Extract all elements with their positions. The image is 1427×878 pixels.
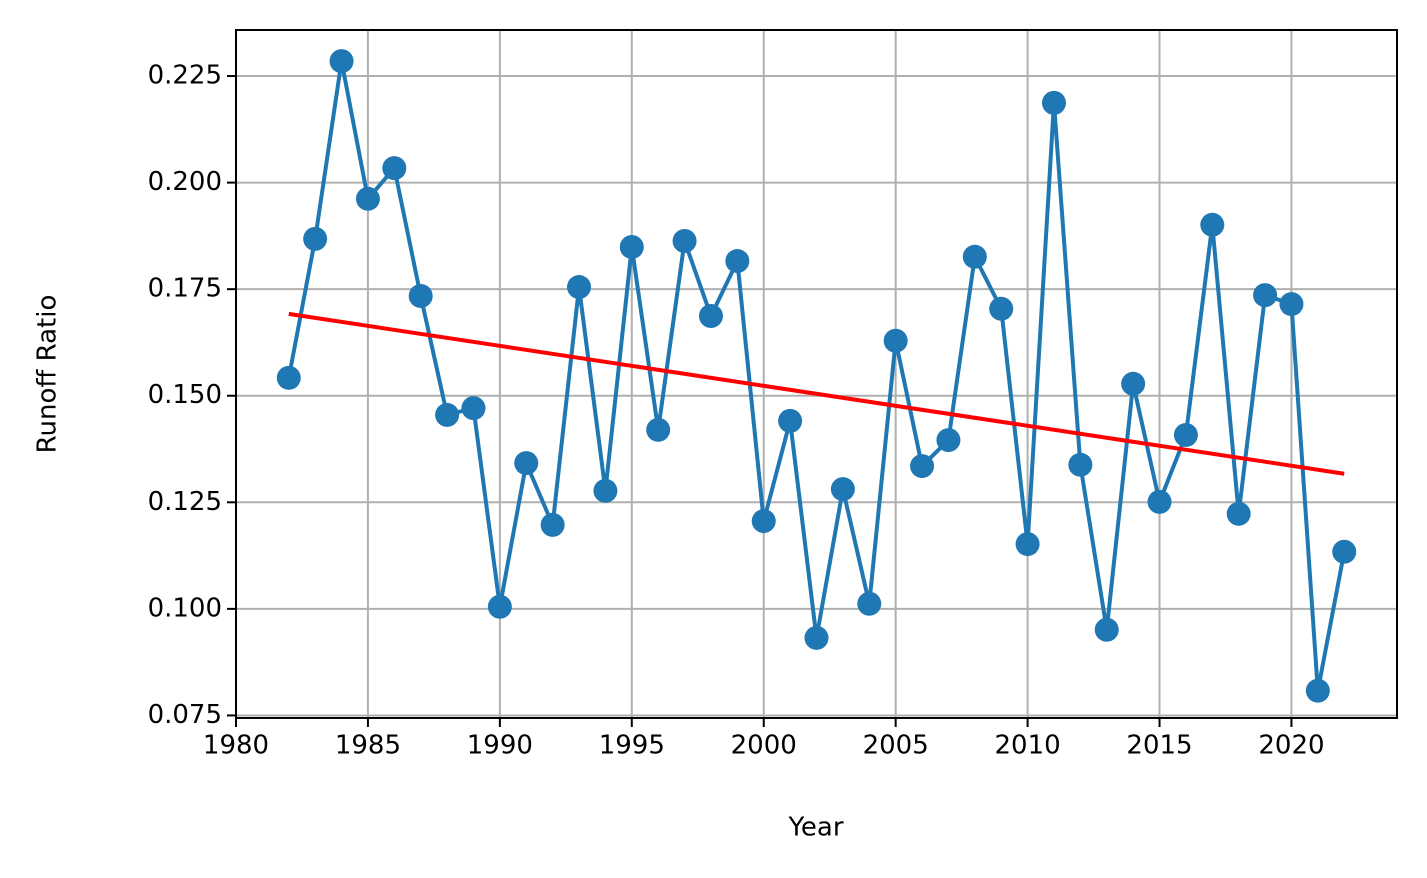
y-tick-label: 0.075 <box>148 700 222 730</box>
data-point <box>1147 489 1172 514</box>
data-point <box>567 275 592 300</box>
data-point <box>540 512 565 537</box>
data-point <box>487 594 512 619</box>
data-point <box>672 229 697 254</box>
y-axis-label: Runoff Ratio <box>33 295 63 454</box>
data-point <box>936 428 961 453</box>
data-point <box>778 408 803 433</box>
x-axis-label: Year <box>787 813 843 843</box>
data-point <box>1121 371 1146 396</box>
data-point <box>461 396 486 421</box>
data-point <box>646 417 671 442</box>
series-line <box>286 60 1347 692</box>
x-tick-label: 2005 <box>863 731 929 761</box>
data-point <box>303 226 328 251</box>
y-tick-label: 0.175 <box>148 274 222 304</box>
data-point <box>1068 452 1093 477</box>
data-point <box>1253 283 1278 308</box>
data-point <box>355 186 380 211</box>
data-point <box>382 156 407 181</box>
y-tick-label: 0.125 <box>148 487 222 517</box>
data-point <box>329 49 354 74</box>
data-point <box>408 283 433 308</box>
x-tick-label: 1980 <box>203 731 269 761</box>
data-point <box>1041 90 1066 115</box>
trend-line <box>288 311 1345 476</box>
data-point <box>962 244 987 269</box>
data-point <box>804 625 829 650</box>
y-tick-label: 0.150 <box>148 380 222 410</box>
data-point <box>989 296 1014 321</box>
data-point <box>1094 617 1119 642</box>
data-point <box>1279 292 1304 317</box>
data-point <box>1015 532 1040 557</box>
x-tick-label: 1995 <box>599 731 665 761</box>
data-point <box>1332 539 1357 564</box>
data-point <box>883 328 908 353</box>
data-point <box>1305 678 1330 703</box>
y-tick-label: 0.100 <box>148 593 222 623</box>
y-tick-label: 0.225 <box>148 61 222 91</box>
data-point <box>830 477 855 502</box>
data-point <box>1226 501 1251 526</box>
plot-frame <box>235 29 1398 719</box>
data-point <box>276 365 301 390</box>
data-point <box>435 402 460 427</box>
data-point <box>619 234 644 259</box>
data-point <box>698 304 723 329</box>
data-point <box>514 451 539 476</box>
data-point <box>1173 422 1198 447</box>
data-point <box>857 591 882 616</box>
y-tick-label: 0.200 <box>148 167 222 197</box>
x-tick-label: 2000 <box>731 731 797 761</box>
x-tick-label: 1985 <box>335 731 401 761</box>
data-point <box>1200 212 1225 237</box>
x-tick-label: 2020 <box>1258 731 1324 761</box>
data-point <box>725 249 750 274</box>
x-tick-label: 2010 <box>995 731 1061 761</box>
data-point <box>751 509 776 534</box>
x-tick-label: 1990 <box>467 731 533 761</box>
data-point <box>910 454 935 479</box>
data-point <box>593 478 618 503</box>
x-tick-label: 2015 <box>1126 731 1192 761</box>
